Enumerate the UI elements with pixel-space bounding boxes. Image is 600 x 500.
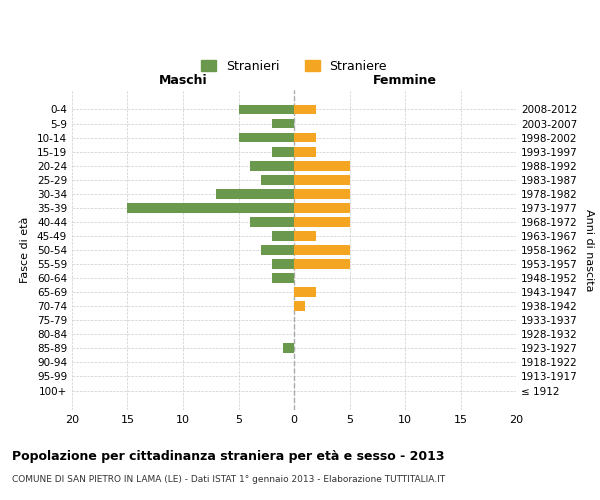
Bar [294,287,316,297]
Bar [272,259,294,269]
Bar [260,175,294,184]
Bar [294,146,316,156]
Bar [294,189,349,198]
Y-axis label: Anni di nascita: Anni di nascita [584,209,594,291]
Text: Maschi: Maschi [158,74,208,87]
Bar [250,217,294,227]
Bar [239,132,294,142]
Bar [294,259,349,269]
Y-axis label: Fasce di età: Fasce di età [20,217,30,283]
Bar [272,231,294,241]
Bar [250,161,294,170]
Bar [272,273,294,283]
Bar [127,203,294,213]
Text: Popolazione per cittadinanza straniera per età e sesso - 2013: Popolazione per cittadinanza straniera p… [12,450,445,463]
Bar [294,132,316,142]
Bar [294,302,305,311]
Bar [294,245,349,255]
Text: Femmine: Femmine [373,74,437,87]
Bar [283,344,294,353]
Bar [294,175,349,184]
Legend: Stranieri, Straniere: Stranieri, Straniere [196,54,392,78]
Bar [294,217,349,227]
Bar [260,245,294,255]
Bar [294,203,349,213]
Bar [239,104,294,115]
Text: COMUNE DI SAN PIETRO IN LAMA (LE) - Dati ISTAT 1° gennaio 2013 - Elaborazione TU: COMUNE DI SAN PIETRO IN LAMA (LE) - Dati… [12,475,445,484]
Bar [294,104,316,115]
Bar [294,161,349,170]
Bar [216,189,294,198]
Bar [294,231,316,241]
Bar [272,146,294,156]
Bar [272,118,294,128]
